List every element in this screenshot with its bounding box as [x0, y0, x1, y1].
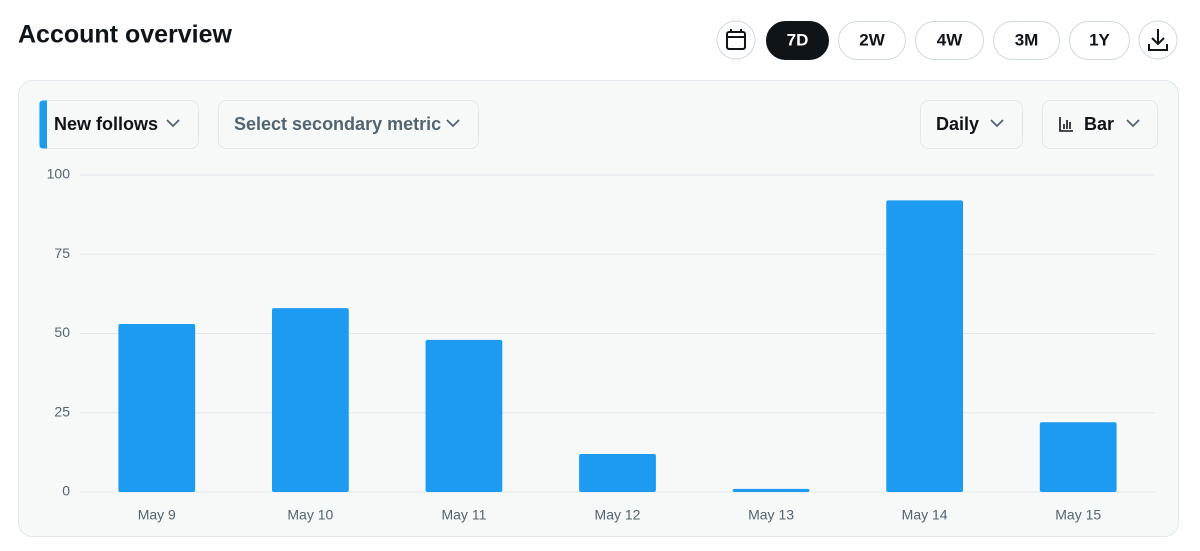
bar	[732, 488, 810, 492]
range-button-bg	[993, 21, 1060, 60]
y-tick-label: 25	[54, 403, 70, 419]
range-button-bg	[1069, 21, 1130, 60]
y-tick-label: 100	[47, 166, 71, 182]
primary-metric: New follows	[54, 114, 158, 134]
range-button[interactable]: 3M	[993, 21, 1060, 60]
range-button-label: 2W	[859, 30, 885, 49]
range-button[interactable]: 7D	[766, 21, 829, 60]
y-tick-label: 50	[54, 324, 70, 340]
range-button-label: 4W	[937, 30, 963, 49]
range-button-bg	[838, 21, 906, 60]
secondary-metric: Select secondary metric	[234, 114, 441, 134]
bar	[579, 453, 656, 492]
range-button-label: 1Y	[1089, 30, 1110, 49]
x-tick-label: May 12	[595, 507, 641, 523]
bar	[886, 200, 964, 493]
bar	[118, 323, 196, 492]
secondary-metric-dropdown[interactable]: Select secondary metric	[218, 100, 479, 149]
interval-dropdown[interactable]: Daily	[920, 100, 1023, 149]
bar	[271, 308, 349, 492]
x-tick-label: May 14	[902, 507, 948, 523]
primary-metric-dropdown[interactable]: New follows	[39, 100, 199, 149]
bar	[425, 339, 503, 492]
y-tick-label: 75	[54, 245, 70, 261]
range-button[interactable]: 2W	[838, 21, 906, 60]
range-button-label: 3M	[1015, 30, 1039, 49]
range-button[interactable]: 1Y	[1069, 21, 1130, 60]
y-tick-label: 0	[62, 483, 70, 499]
x-tick-label: May 13	[748, 507, 794, 523]
interval: Daily	[936, 114, 979, 134]
download-button[interactable]	[1138, 20, 1178, 60]
page-title: Account overview	[18, 21, 233, 49]
x-tick-label: May 9	[138, 507, 176, 523]
chart-style: Bar	[1084, 114, 1114, 134]
chart-style-dropdown[interactable]: Bar	[1042, 100, 1158, 149]
range-button-bg	[915, 21, 984, 60]
x-tick-label: May 15	[1055, 507, 1101, 523]
x-tick-label: May 11	[441, 507, 486, 523]
range-button-label: 7D	[787, 30, 809, 49]
calendar-button[interactable]	[716, 20, 756, 60]
range-button[interactable]: 4W	[915, 21, 984, 60]
x-tick-label: May 10	[287, 507, 333, 523]
range-button-bg	[766, 21, 829, 60]
bar	[1039, 422, 1117, 492]
